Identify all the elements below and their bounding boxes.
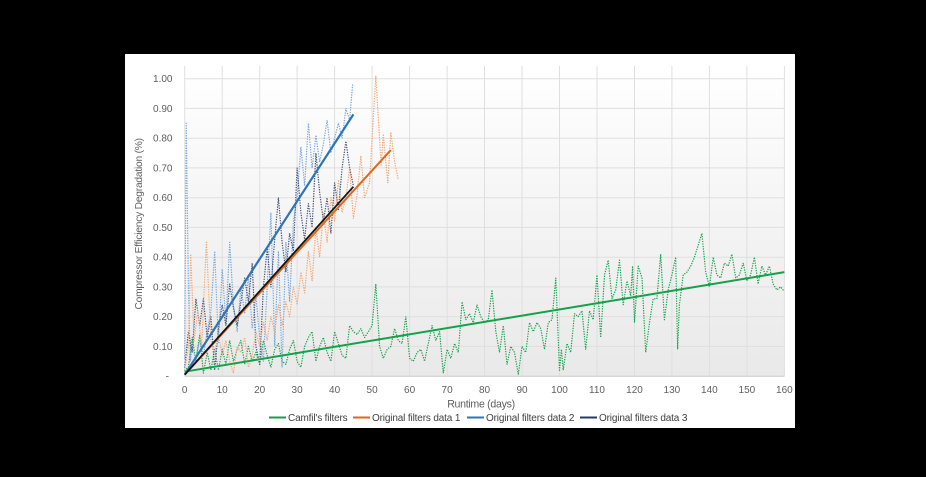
svg-text:10: 10	[217, 385, 229, 396]
svg-text:60: 60	[404, 385, 416, 396]
svg-text:0.40: 0.40	[153, 253, 173, 264]
svg-text:150: 150	[739, 385, 756, 396]
svg-text:0.90: 0.90	[153, 104, 173, 115]
svg-text:0.70: 0.70	[153, 163, 173, 174]
svg-text:120: 120	[626, 385, 643, 396]
svg-text:Camfil's filters: Camfil's filters	[288, 413, 348, 424]
svg-text:0.80: 0.80	[153, 134, 173, 145]
svg-text:Original filters data 3: Original filters data 3	[599, 413, 688, 424]
svg-text:Compressor Efficiency Degradat: Compressor Efficiency Degradation (%)	[134, 138, 145, 309]
svg-text:160: 160	[776, 385, 793, 396]
svg-text:1.00: 1.00	[153, 74, 173, 85]
svg-text:40: 40	[329, 385, 341, 396]
svg-text:Original filters data 2: Original filters data 2	[486, 413, 575, 424]
svg-text:130: 130	[664, 385, 681, 396]
svg-text:110: 110	[589, 385, 605, 396]
svg-text:0: 0	[182, 385, 188, 396]
svg-text:70: 70	[442, 385, 454, 396]
svg-text:140: 140	[701, 385, 718, 396]
svg-text:100: 100	[551, 385, 568, 396]
svg-text:0.30: 0.30	[153, 282, 173, 293]
svg-text:0.20: 0.20	[153, 312, 173, 323]
svg-text:Original filters data 1: Original filters data 1	[372, 413, 461, 424]
svg-text:80: 80	[479, 385, 491, 396]
svg-text:0.50: 0.50	[153, 223, 173, 234]
svg-text:0.10: 0.10	[153, 342, 173, 353]
svg-text:Runtime (days): Runtime (days)	[447, 399, 515, 411]
svg-text:50: 50	[367, 385, 379, 396]
svg-text:90: 90	[516, 385, 528, 396]
svg-text:-: -	[166, 372, 169, 383]
svg-text:30: 30	[292, 385, 304, 396]
svg-text:0.60: 0.60	[153, 193, 173, 204]
svg-text:20: 20	[254, 385, 266, 396]
